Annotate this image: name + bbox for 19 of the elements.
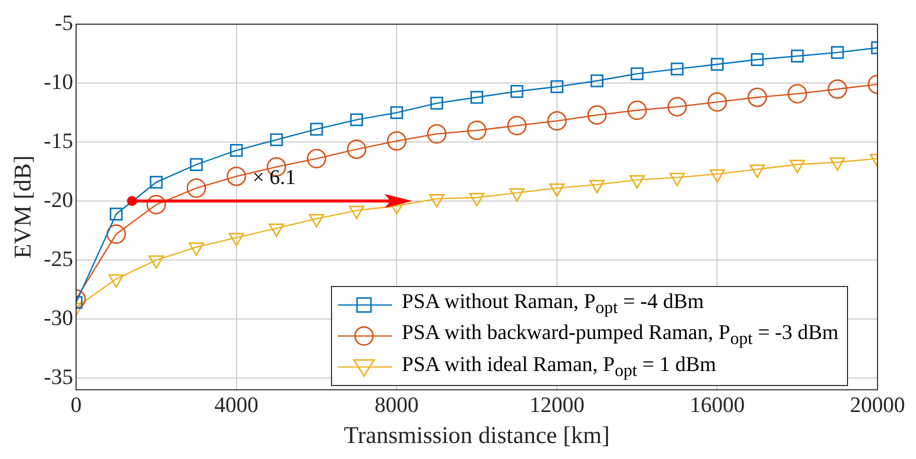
legend-label: PSA with ideal Raman, P$_{opt}$ = 1 dBm — [402, 352, 716, 382]
y-tick-label: -10 — [44, 68, 74, 94]
x-axis-title: Transmission distance [km] — [344, 422, 610, 449]
y-tick-label: -20 — [44, 186, 74, 212]
y-tick-label: -15 — [44, 128, 74, 153]
annotation: × 6.1 — [252, 165, 296, 190]
x-tick-label: 20000 — [850, 392, 905, 417]
x-tick-label: 4000 — [214, 392, 258, 417]
y-axis-title: EVM [dB] — [10, 155, 37, 259]
x-tick-label: 8000 — [374, 392, 419, 417]
y-tick-label: -30 — [44, 304, 74, 330]
legend-label: PSA without Raman, P$_{opt}$ = -4 dBm — [402, 289, 704, 320]
x-tick-label: 12000 — [529, 392, 584, 417]
y-tick-label: -5 — [54, 10, 74, 35]
x-tick-label: 0 — [70, 392, 82, 417]
x-tick-label: 16000 — [690, 392, 745, 417]
legend-label: PSA with backward-pumped Raman, P$_{opt}$ = -3 dBm — [402, 320, 838, 351]
y-tick-label: -25 — [44, 246, 74, 271]
y-tick-label: -35 — [44, 364, 74, 389]
